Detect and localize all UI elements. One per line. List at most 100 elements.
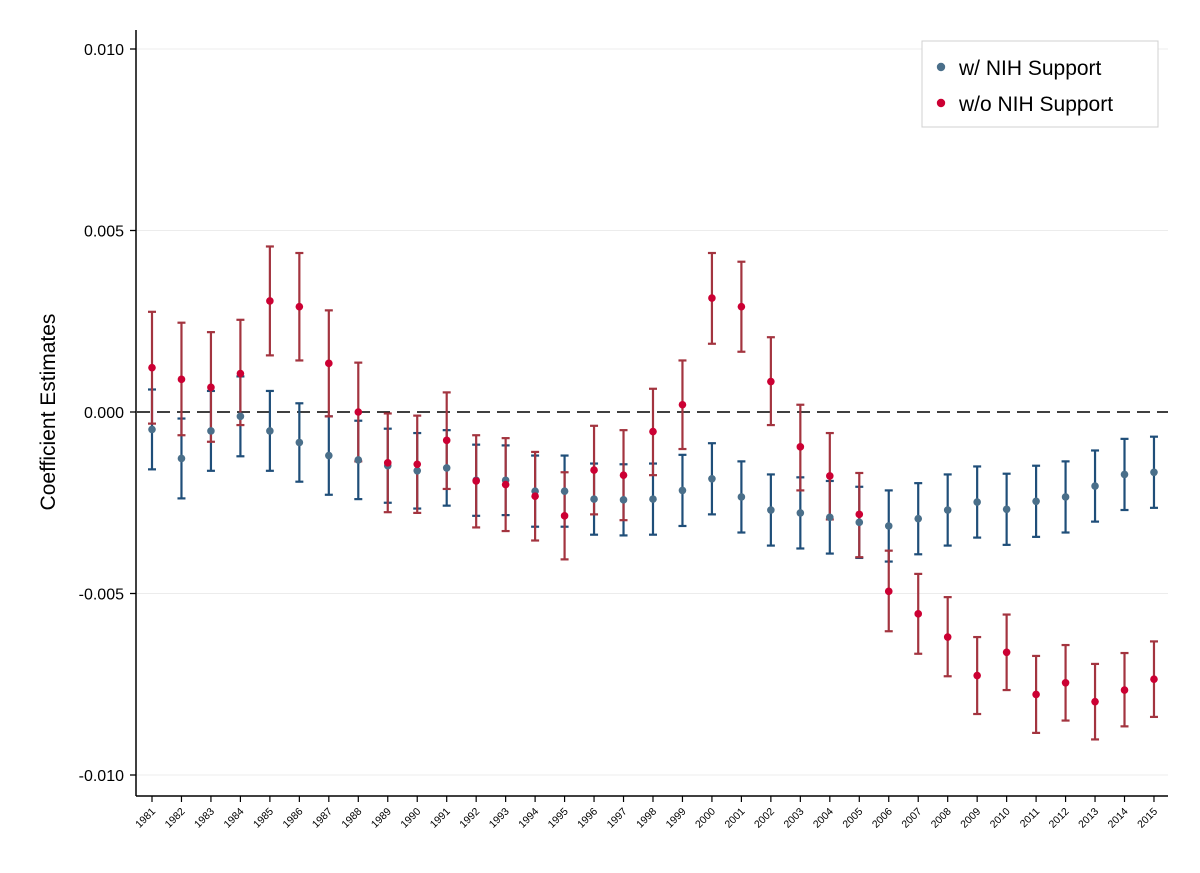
data-point [560, 512, 569, 520]
data-point [796, 443, 805, 451]
data-point [943, 633, 952, 641]
x-tick-label: 2004 [811, 806, 836, 831]
data-point [442, 464, 451, 472]
data-point [590, 466, 598, 474]
data-point [619, 471, 628, 479]
data-point [207, 427, 215, 435]
y-tick-label: 0.005 [84, 224, 124, 241]
x-tick-label: 2008 [929, 806, 954, 831]
data-point [1061, 678, 1070, 687]
data-point [619, 496, 628, 504]
x-tick-label: 2009 [958, 806, 983, 831]
data-point [1120, 470, 1129, 479]
x-tick-label: 2007 [899, 806, 924, 831]
data-point [266, 427, 274, 435]
error-bars [148, 245, 1158, 741]
legend-marker-without-nih [936, 98, 946, 108]
data-point [1120, 686, 1129, 694]
data-point [649, 427, 657, 436]
data-point [1061, 493, 1070, 501]
data-point [354, 408, 363, 416]
x-tick-label: 1983 [192, 806, 217, 831]
x-tick-label: 2015 [1135, 806, 1160, 831]
x-tick-label: 1997 [605, 806, 630, 831]
data-point [1002, 648, 1011, 657]
y-tick-label: 0.000 [84, 405, 124, 422]
x-tick-label: 2011 [1018, 806, 1043, 831]
x-tick-label: 2012 [1047, 806, 1072, 831]
data-point [148, 363, 156, 372]
data-point [442, 436, 451, 445]
legend-marker-with-nih [936, 62, 946, 72]
x-tick-label: 1984 [222, 806, 247, 831]
data-point [177, 454, 186, 463]
x-tick-label: 1999 [664, 806, 689, 831]
x-axis-ticks: 1981 1982 1983 1984 1985 1986 1987 1988 1989 1990… [133, 796, 1160, 831]
data-point [973, 498, 981, 506]
data-point [383, 459, 392, 467]
y-tick-label: 0.010 [84, 42, 124, 59]
x-tick-label: 2010 [988, 806, 1013, 831]
x-tick-label: 1989 [369, 806, 394, 831]
y-axis-ticks: 0.010 0.005 0.000 -0.005 -0.010 [79, 42, 136, 785]
x-tick-label: 1986 [280, 806, 305, 831]
x-tick-label: 1994 [516, 806, 541, 831]
data-point [737, 493, 746, 501]
data-point [914, 514, 923, 523]
data-point [884, 522, 893, 530]
legend: w/ NIH Support w/o NIH Support [921, 40, 1159, 128]
x-tick-label: 2002 [752, 806, 777, 831]
data-point [295, 438, 304, 447]
x-tick-label: 2000 [693, 806, 718, 831]
data-point [177, 375, 186, 384]
data-point [1091, 697, 1099, 706]
x-tick-label: 1990 [398, 806, 423, 831]
data-point [1150, 675, 1158, 683]
x-tick-label: 1995 [546, 806, 571, 831]
data-points [148, 294, 1158, 706]
y-tick-label: -0.005 [79, 587, 124, 604]
data-point [884, 587, 893, 596]
data-point [1091, 482, 1099, 490]
x-tick-label: 2006 [870, 806, 895, 831]
data-point [590, 495, 598, 503]
data-point [708, 294, 716, 302]
data-point [207, 383, 215, 392]
x-tick-label: 1988 [339, 806, 364, 831]
data-point [325, 359, 333, 368]
data-point [266, 297, 274, 305]
x-tick-label: 2001 [723, 806, 748, 831]
data-point [531, 492, 539, 501]
data-point [826, 472, 834, 480]
x-tick-label: 1993 [487, 806, 512, 831]
data-point [472, 477, 480, 485]
legend-label-without-nih: w/o NIH Support [958, 93, 1113, 116]
x-tick-label: 1985 [251, 806, 276, 831]
y-axis-title: Coefficient Estimates [37, 314, 60, 511]
data-point [678, 400, 687, 409]
data-point [708, 474, 716, 483]
data-point [855, 510, 864, 519]
x-tick-label: 2013 [1076, 806, 1101, 831]
data-point [1002, 505, 1011, 514]
data-point [1032, 497, 1040, 506]
data-point [236, 412, 245, 421]
data-point [236, 369, 245, 378]
data-point [855, 518, 864, 527]
data-point [325, 451, 333, 460]
x-tick-label: 1996 [575, 806, 600, 831]
y-tick-label: -0.010 [79, 768, 124, 785]
data-point [826, 513, 834, 522]
data-point [767, 506, 775, 514]
data-point [1032, 690, 1040, 699]
legend-box [921, 40, 1159, 128]
data-point [678, 486, 687, 495]
x-tick-label: 1981 [133, 806, 158, 831]
x-tick-label: 2014 [1106, 806, 1131, 831]
x-tick-label: 1982 [163, 806, 188, 831]
data-point [354, 456, 363, 464]
data-point [973, 671, 981, 680]
data-point [737, 302, 746, 311]
data-point [560, 487, 569, 495]
data-point [148, 425, 156, 434]
